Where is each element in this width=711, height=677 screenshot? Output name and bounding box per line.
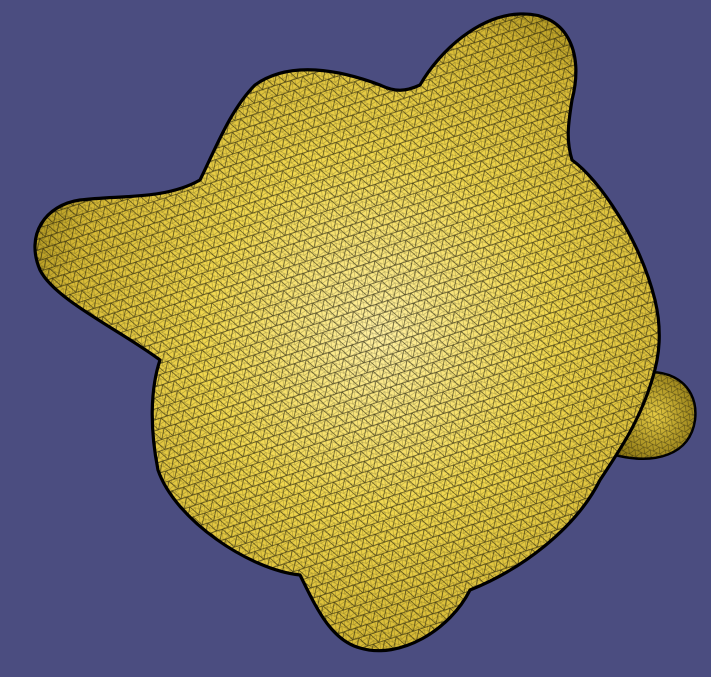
mesh-render[interactable] bbox=[0, 0, 711, 677]
3d-viewport[interactable] bbox=[0, 0, 711, 677]
mesh-body[interactable] bbox=[0, 0, 711, 677]
